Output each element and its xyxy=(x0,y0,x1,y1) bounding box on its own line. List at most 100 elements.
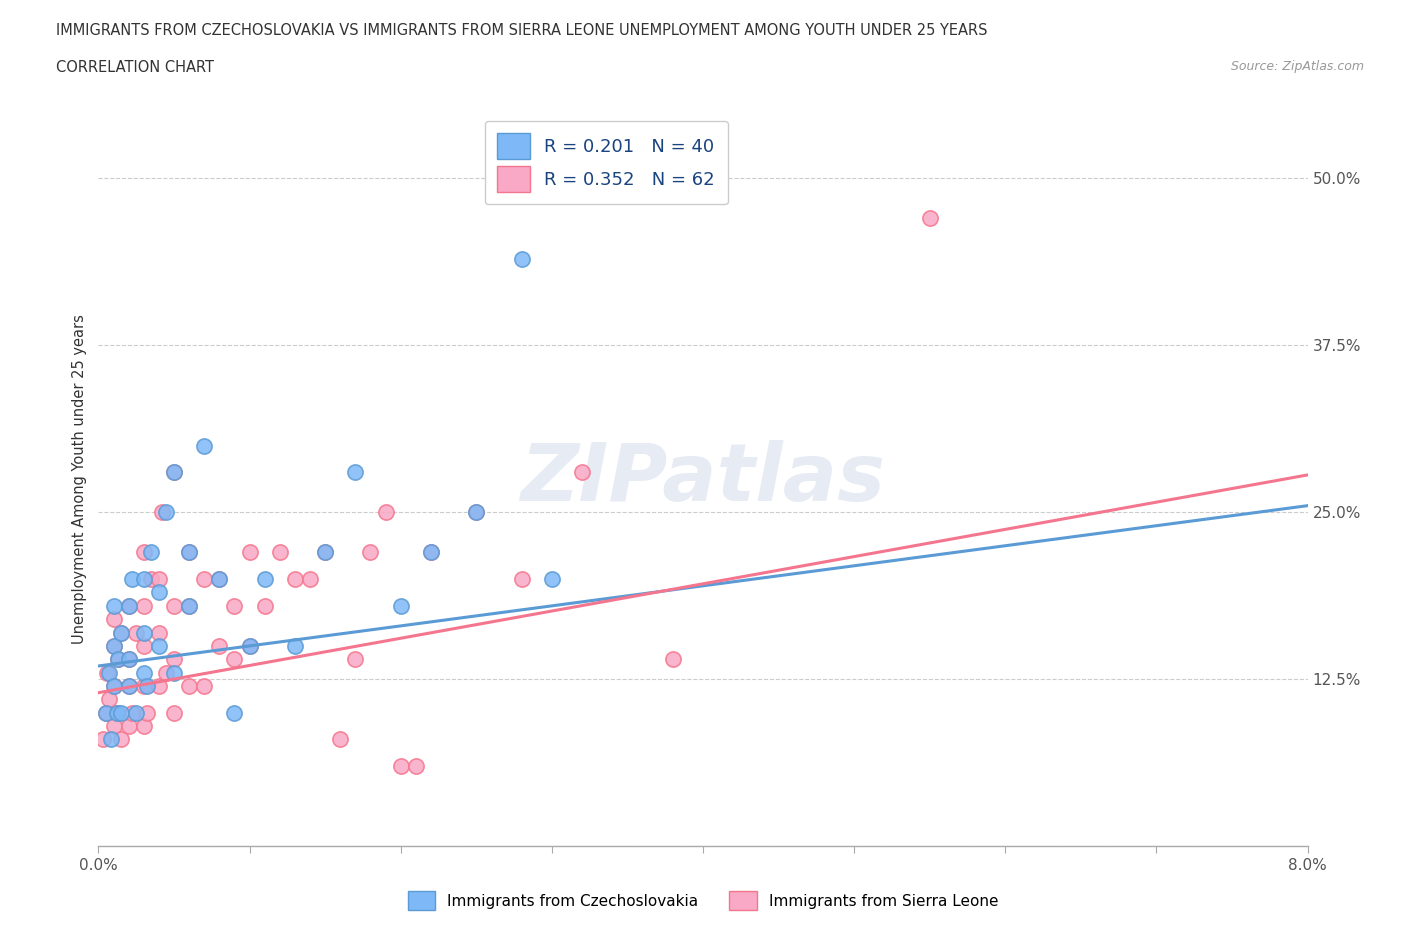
Point xyxy=(208,572,231,587)
Point xyxy=(100,732,122,747)
Point xyxy=(105,705,128,720)
Point xyxy=(125,705,148,720)
Point xyxy=(540,572,562,587)
Point xyxy=(918,211,941,226)
Legend: R = 0.201   N = 40, R = 0.352   N = 62: R = 0.201 N = 40, R = 0.352 N = 62 xyxy=(485,121,728,205)
Point xyxy=(121,572,143,587)
Point xyxy=(148,679,170,694)
Point xyxy=(132,639,155,654)
Point xyxy=(98,692,121,707)
Point xyxy=(163,705,186,720)
Point xyxy=(253,598,276,613)
Point xyxy=(135,705,157,720)
Point xyxy=(118,598,141,613)
Point xyxy=(253,572,276,587)
Point xyxy=(148,625,170,640)
Point xyxy=(389,598,412,613)
Point xyxy=(284,639,307,654)
Legend: Immigrants from Czechoslovakia, Immigrants from Sierra Leone: Immigrants from Czechoslovakia, Immigran… xyxy=(401,884,1005,918)
Point xyxy=(141,545,163,560)
Point xyxy=(94,705,117,720)
Point xyxy=(193,572,215,587)
Text: ZIPatlas: ZIPatlas xyxy=(520,440,886,518)
Point xyxy=(239,545,262,560)
Point xyxy=(420,545,443,560)
Point xyxy=(224,652,246,667)
Point xyxy=(107,652,129,667)
Point xyxy=(148,639,170,654)
Point xyxy=(155,505,177,520)
Point xyxy=(163,652,186,667)
Point xyxy=(179,598,201,613)
Point xyxy=(150,505,173,520)
Point xyxy=(132,665,155,680)
Point xyxy=(110,625,132,640)
Point xyxy=(103,719,125,734)
Point xyxy=(269,545,291,560)
Point xyxy=(118,652,141,667)
Point xyxy=(344,465,367,480)
Point xyxy=(314,545,336,560)
Point xyxy=(132,719,155,734)
Point xyxy=(118,652,141,667)
Point xyxy=(510,251,533,266)
Point xyxy=(179,679,201,694)
Text: IMMIGRANTS FROM CZECHOSLOVAKIA VS IMMIGRANTS FROM SIERRA LEONE UNEMPLOYMENT AMON: IMMIGRANTS FROM CZECHOSLOVAKIA VS IMMIGR… xyxy=(56,23,988,38)
Point xyxy=(141,572,163,587)
Point xyxy=(163,465,186,480)
Point xyxy=(148,572,170,587)
Point xyxy=(571,465,593,480)
Point xyxy=(103,598,125,613)
Point xyxy=(465,505,488,520)
Point xyxy=(118,679,141,694)
Point xyxy=(118,598,141,613)
Point xyxy=(208,572,231,587)
Point xyxy=(465,505,488,520)
Point xyxy=(374,505,396,520)
Point xyxy=(179,545,201,560)
Point xyxy=(118,719,141,734)
Point xyxy=(661,652,683,667)
Point xyxy=(132,545,155,560)
Point xyxy=(103,639,125,654)
Y-axis label: Unemployment Among Youth under 25 years: Unemployment Among Youth under 25 years xyxy=(72,314,87,644)
Point xyxy=(314,545,336,560)
Point xyxy=(420,545,443,560)
Point xyxy=(132,572,155,587)
Point xyxy=(132,598,155,613)
Point xyxy=(118,679,141,694)
Point xyxy=(110,732,132,747)
Point xyxy=(105,705,128,720)
Point xyxy=(179,598,201,613)
Point xyxy=(125,625,148,640)
Point xyxy=(208,639,231,654)
Text: Source: ZipAtlas.com: Source: ZipAtlas.com xyxy=(1230,60,1364,73)
Point xyxy=(135,679,157,694)
Point xyxy=(360,545,382,560)
Point xyxy=(103,679,125,694)
Point xyxy=(299,572,322,587)
Point xyxy=(224,705,246,720)
Point xyxy=(94,705,117,720)
Point xyxy=(96,665,118,680)
Point xyxy=(91,732,114,747)
Point xyxy=(239,639,262,654)
Point xyxy=(389,759,412,774)
Point xyxy=(110,625,132,640)
Point xyxy=(239,639,262,654)
Point xyxy=(193,679,215,694)
Point xyxy=(193,438,215,453)
Point xyxy=(344,652,367,667)
Point xyxy=(329,732,352,747)
Point xyxy=(405,759,427,774)
Point xyxy=(148,585,170,600)
Point xyxy=(107,652,129,667)
Point xyxy=(179,545,201,560)
Point xyxy=(163,465,186,480)
Point xyxy=(121,705,143,720)
Point xyxy=(103,679,125,694)
Point xyxy=(163,665,186,680)
Point xyxy=(132,625,155,640)
Text: CORRELATION CHART: CORRELATION CHART xyxy=(56,60,214,75)
Point xyxy=(103,612,125,627)
